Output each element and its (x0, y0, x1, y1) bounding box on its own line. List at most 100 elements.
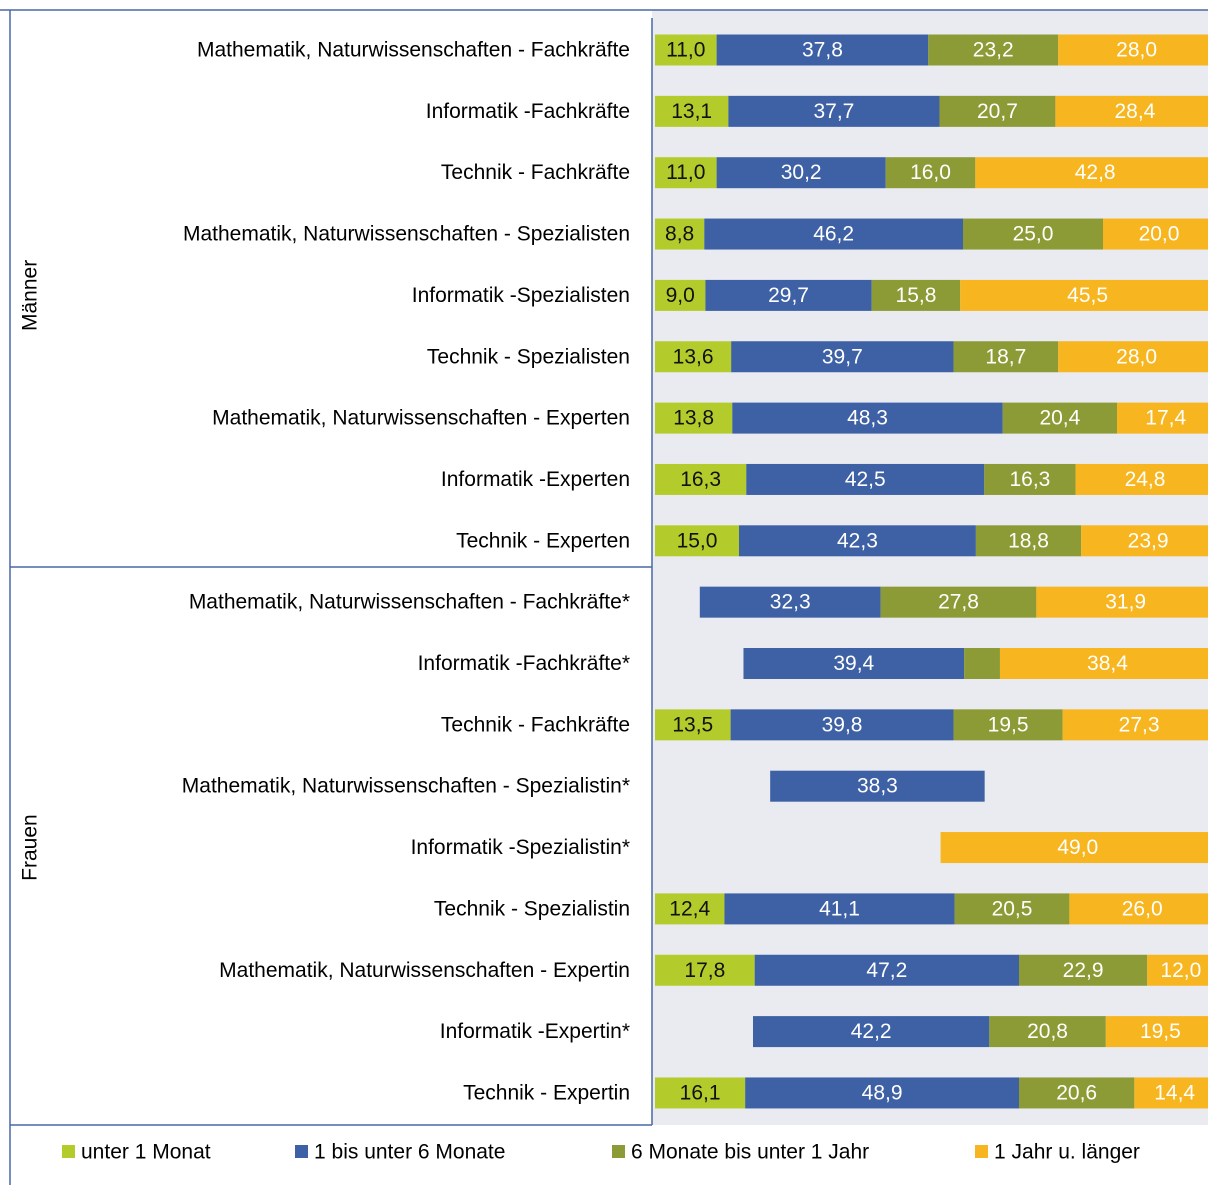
bar-segment (1019, 1077, 1135, 1109)
bar-segment (885, 157, 976, 189)
bar-segment (1117, 402, 1208, 434)
bar-segment (939, 95, 1056, 127)
bar-segment (1081, 525, 1208, 557)
value-label: 18,7 (985, 345, 1026, 368)
value-label: 39,7 (822, 345, 863, 368)
bar-segment (1075, 463, 1208, 495)
value-label: 48,9 (862, 1081, 903, 1104)
bar-segment (1002, 402, 1117, 434)
bar-segment (1058, 34, 1208, 66)
bar-segment (655, 463, 747, 495)
bar-segment (655, 525, 739, 557)
bar-segment (1147, 954, 1208, 986)
legend-label: unter 1 Monat (81, 1141, 211, 1164)
bar-segment (963, 218, 1103, 250)
value-label: 42,2 (851, 1020, 892, 1043)
value-label: 12,0 (1160, 959, 1201, 982)
bar-segment (1036, 586, 1208, 618)
bar-segment (960, 279, 1208, 311)
value-label: 19,5 (1140, 1020, 1181, 1043)
category-label: Technik - Spezialisten (427, 345, 630, 368)
value-label: 11,0 (666, 161, 705, 184)
value-label: 38,4 (1087, 652, 1128, 675)
value-label: 19,5 (988, 713, 1029, 736)
value-label: 13,8 (673, 407, 714, 430)
bar-segment (743, 648, 965, 679)
bar-segment (655, 402, 733, 434)
legend-swatch (612, 1145, 625, 1158)
value-label: 42,5 (845, 468, 886, 491)
category-label: Mathematik, Naturwissenschaften - Spezia… (183, 223, 630, 246)
value-label: 23,2 (973, 39, 1014, 62)
value-label: 16,3 (680, 468, 721, 491)
bar-segment (728, 95, 940, 127)
group-label: Männer (19, 260, 42, 331)
bar-segment (655, 34, 717, 66)
value-label: 13,1 (671, 100, 712, 123)
value-label: 29,7 (768, 284, 809, 307)
bar-segment (730, 709, 954, 741)
bar-segment (940, 832, 1208, 864)
value-label: 39,8 (822, 713, 863, 736)
value-label: 12,4 (669, 897, 710, 920)
legend-label: 1 Jahr u. länger (994, 1141, 1140, 1164)
bar-segment (655, 279, 706, 311)
bar-segment (655, 157, 717, 189)
bar-segment (704, 218, 963, 250)
legend-label: 6 Monate bis unter 1 Jahr (631, 1141, 869, 1164)
value-label: 47,2 (866, 959, 907, 982)
value-label: 16,0 (910, 161, 951, 184)
bar-segment (1103, 218, 1208, 250)
bar-segment (705, 279, 872, 311)
bar-segment (739, 525, 976, 557)
value-label: 13,6 (673, 345, 714, 368)
value-label: 42,3 (837, 529, 878, 552)
category-label: Mathematik, Naturwissenschaften - Fachkr… (189, 591, 630, 614)
value-label: 32,3 (770, 591, 811, 614)
value-label: 37,7 (813, 100, 854, 123)
bar-segment (953, 341, 1059, 373)
value-label: 8,8 (665, 223, 694, 246)
value-label: 26,0 (1122, 897, 1163, 920)
value-label: 20,5 (992, 897, 1033, 920)
value-label: 37,8 (802, 39, 843, 62)
bar-segment (655, 1077, 746, 1109)
bar-segment (1062, 709, 1208, 741)
value-label: 49,0 (1057, 836, 1098, 859)
value-label: 24,8 (1125, 468, 1166, 491)
value-label: 46,2 (813, 223, 854, 246)
bar-segment (716, 34, 929, 66)
category-label: Mathematik, Naturwissenschaften - Fachkr… (197, 39, 630, 62)
category-label: Technik - Expertin (463, 1081, 630, 1104)
category-label: Informatik -Spezialisten (412, 284, 630, 307)
value-label: 16,3 (1009, 468, 1050, 491)
legend-swatch (295, 1145, 308, 1158)
bar-segment (716, 157, 886, 189)
category-label: Technik - Fachkräfte (441, 161, 630, 184)
bar-segment (928, 34, 1059, 66)
bar-segment (746, 463, 985, 495)
value-label: 22,9 (1063, 959, 1104, 982)
value-label: 20,4 (1039, 407, 1080, 430)
bar-segment (984, 463, 1076, 495)
value-label: 28,0 (1116, 345, 1157, 368)
legend-swatch (62, 1145, 75, 1158)
value-label: 30,2 (781, 161, 822, 184)
bar-segment (954, 893, 1070, 925)
value-label: 27,3 (1119, 713, 1160, 736)
bar-segment (770, 770, 985, 802)
value-label: 17,8 (684, 959, 725, 982)
bar-segment (1105, 1016, 1208, 1048)
category-label: Technik - Experten (456, 529, 630, 552)
bar-segment (975, 525, 1082, 557)
category-label: Technik - Spezialistin (434, 897, 630, 920)
bar-segment (975, 157, 1208, 189)
value-label: 11,0 (666, 39, 705, 62)
value-label: 20,0 (1139, 223, 1180, 246)
value-label: 23,9 (1128, 529, 1169, 552)
bar-segment (655, 893, 725, 925)
value-label: 28,4 (1114, 100, 1155, 123)
value-label: 31,9 (1105, 591, 1146, 614)
bar-segment (754, 954, 1019, 986)
